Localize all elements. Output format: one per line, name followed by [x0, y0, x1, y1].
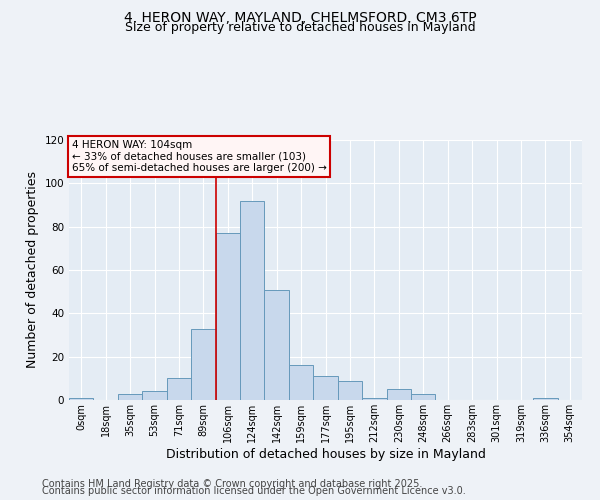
Bar — [386, 389, 411, 400]
Text: 4 HERON WAY: 104sqm
← 33% of detached houses are smaller (103)
65% of semi-detac: 4 HERON WAY: 104sqm ← 33% of detached ho… — [71, 140, 326, 173]
Text: 4, HERON WAY, MAYLAND, CHELMSFORD, CM3 6TP: 4, HERON WAY, MAYLAND, CHELMSFORD, CM3 6… — [124, 10, 476, 24]
Text: Size of property relative to detached houses in Mayland: Size of property relative to detached ho… — [125, 21, 475, 34]
Bar — [142, 392, 167, 400]
Bar — [69, 398, 94, 400]
Bar — [313, 376, 338, 400]
Y-axis label: Number of detached properties: Number of detached properties — [26, 172, 39, 368]
Bar — [191, 328, 215, 400]
Bar — [167, 378, 191, 400]
Bar — [533, 398, 557, 400]
Bar — [338, 380, 362, 400]
Bar — [215, 233, 240, 400]
Text: Contains HM Land Registry data © Crown copyright and database right 2025.: Contains HM Land Registry data © Crown c… — [42, 479, 422, 489]
Bar — [362, 398, 386, 400]
X-axis label: Distribution of detached houses by size in Mayland: Distribution of detached houses by size … — [166, 448, 485, 460]
Bar — [411, 394, 436, 400]
Text: Contains public sector information licensed under the Open Government Licence v3: Contains public sector information licen… — [42, 486, 466, 496]
Bar — [118, 394, 142, 400]
Bar — [240, 200, 265, 400]
Bar — [289, 366, 313, 400]
Bar — [265, 290, 289, 400]
